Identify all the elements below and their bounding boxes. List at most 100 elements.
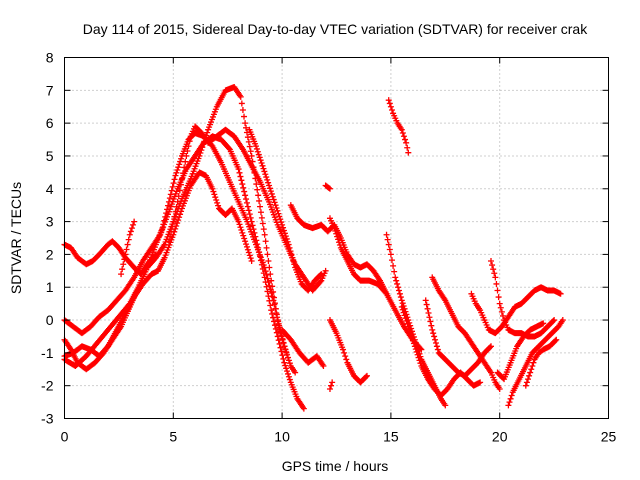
data-point-plus [325, 184, 332, 191]
data-point-plus [241, 188, 248, 195]
data-point-plus [285, 370, 292, 377]
data-point-plus [123, 246, 130, 253]
data-point-plus [262, 238, 269, 245]
data-point-plus [245, 207, 252, 214]
data-point-plus [405, 323, 412, 330]
data-point-plus [243, 241, 250, 248]
data-point-plus [278, 219, 285, 226]
series-sat-e [61, 129, 290, 369]
data-point-plus [404, 320, 411, 327]
data-point-plus [275, 210, 282, 217]
data-point-plus [507, 395, 514, 402]
y-tick-label: 7 [46, 82, 54, 98]
data-point-plus [196, 152, 203, 159]
y-tick-label: -3 [41, 411, 54, 427]
data-point-plus [394, 280, 401, 287]
data-point-plus [268, 290, 275, 297]
data-point-plus [414, 351, 421, 358]
data-point-plus [283, 365, 290, 372]
data-point-plus [239, 107, 246, 114]
data-point-plus [285, 357, 292, 364]
data-point-plus [289, 254, 296, 261]
data-point-plus [174, 220, 181, 227]
data-point-plus [557, 290, 564, 297]
data-point-plus [340, 346, 347, 353]
data-point-plus [238, 177, 245, 184]
data-point-plus [334, 233, 341, 240]
data-point-plus [277, 344, 284, 351]
data-point-plus [261, 168, 268, 175]
data-point-plus [174, 198, 181, 205]
data-point-plus [209, 185, 216, 192]
data-point-plus [258, 159, 265, 166]
data-point-plus [280, 224, 287, 231]
x-tick-label: 5 [169, 429, 177, 445]
data-point-plus [278, 333, 285, 340]
series-sat-c [61, 84, 299, 376]
data-point-plus [269, 193, 276, 200]
data-point-plus [386, 246, 393, 253]
data-point-plus [317, 278, 324, 285]
data-point-plus [167, 191, 174, 198]
data-point-plus [247, 255, 254, 262]
data-point-plus [333, 230, 340, 237]
data-point-plus [214, 199, 221, 206]
data-point-plus [128, 225, 135, 232]
data-point-plus [167, 233, 174, 240]
data-point-plus [163, 210, 170, 217]
data-point-plus [165, 238, 172, 245]
x-tick-label: 15 [383, 429, 399, 445]
data-point-plus [498, 308, 505, 315]
data-point-plus [175, 217, 182, 224]
data-point-plus [120, 261, 127, 268]
data-point-plus [283, 349, 290, 356]
data-point-plus [399, 129, 406, 136]
data-point-plus [261, 231, 268, 238]
plot-frame [64, 57, 609, 419]
data-point-plus [326, 385, 333, 392]
data-point-plus [288, 251, 295, 258]
data-point-plus [252, 143, 259, 150]
data-point-plus [237, 224, 244, 231]
data-point-plus [286, 376, 293, 383]
data-point-plus [492, 274, 499, 281]
data-point-plus [329, 379, 336, 386]
data-point-plus [259, 162, 266, 169]
data-point-plus [240, 184, 247, 191]
data-point-plus [343, 356, 350, 363]
data-point-plus [248, 152, 255, 159]
data-point-plus [257, 203, 264, 210]
y-tick-label: 2 [46, 246, 54, 262]
data-point-plus [182, 158, 189, 165]
data-point-plus [434, 346, 441, 353]
data-point-plus [171, 176, 178, 183]
data-point-plus [186, 138, 193, 145]
data-point-plus [424, 305, 431, 312]
data-point-plus [281, 359, 288, 366]
data-point-plus [398, 297, 405, 304]
y-tick-label: 4 [46, 181, 54, 197]
data-point-plus [238, 227, 245, 234]
data-point-plus [162, 213, 169, 220]
data-point-plus [412, 346, 419, 353]
data-point-plus [271, 301, 278, 308]
data-point-plus [487, 257, 494, 264]
data-point-plus [165, 198, 172, 205]
data-point-plus [497, 304, 504, 311]
data-point-plus [254, 186, 261, 193]
data-point-plus [279, 336, 286, 343]
data-point-plus [257, 157, 264, 164]
data-point-plus [402, 136, 409, 143]
data-point-plus [236, 221, 243, 228]
data-point-plus [256, 197, 263, 204]
data-point-plus [176, 161, 183, 168]
y-tick-label: 1 [46, 279, 54, 295]
data-point-plus [396, 290, 403, 297]
data-point-plus [408, 332, 415, 339]
series-sat-d [61, 169, 255, 360]
data-point-plus [409, 334, 416, 341]
data-point-plus [363, 373, 370, 380]
data-point-plus [179, 175, 186, 182]
data-point-plus [559, 317, 566, 324]
data-point-plus [265, 179, 272, 186]
